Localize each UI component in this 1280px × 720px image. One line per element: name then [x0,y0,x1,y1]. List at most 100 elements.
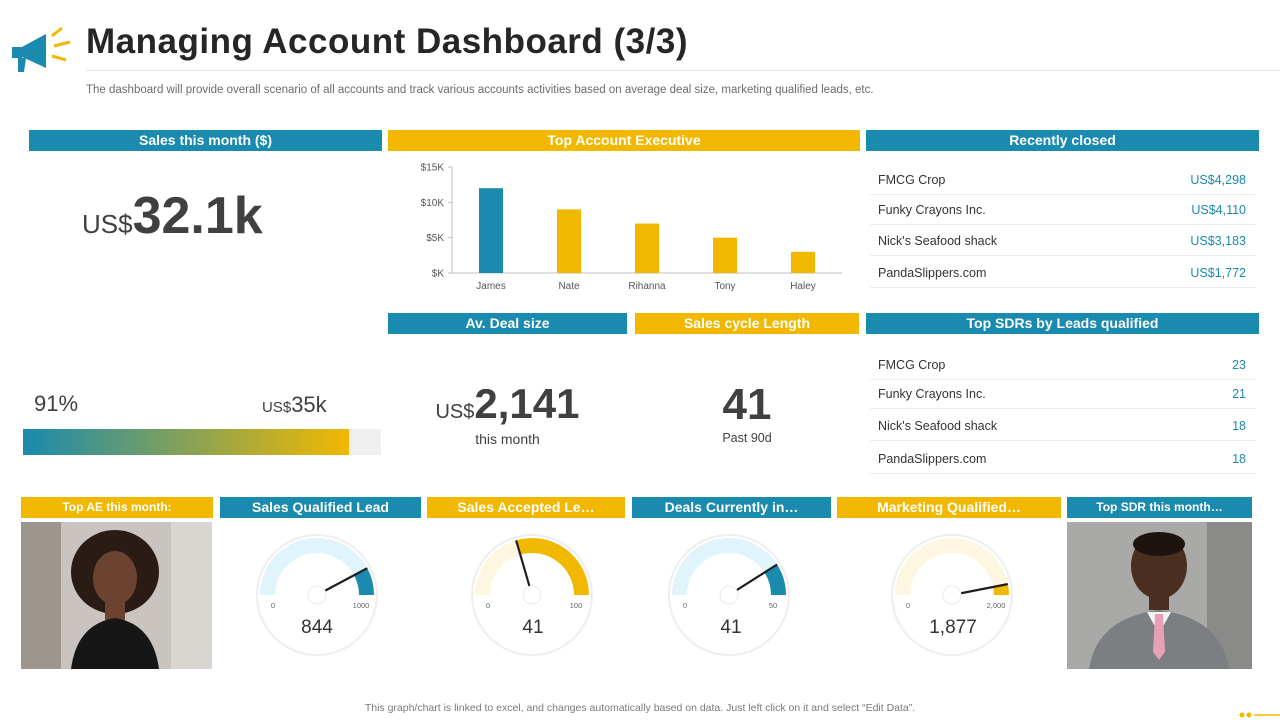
x-tick-label: Haley [790,281,816,292]
bar [635,223,659,273]
progress-fill [23,429,349,455]
gauge-fill [354,568,374,595]
deal-size-value: 2,141 [474,380,580,427]
gauge-header: Sales Accepted Le… [427,497,625,518]
megaphone-icon [12,26,71,72]
bar [479,188,503,273]
sdr-name: Funky Crayons Inc. [878,387,986,401]
gauge-max-label: 100 [570,601,583,610]
gauge-header: Deals Currently in… [632,497,831,518]
gauge-value: 41 [522,617,544,638]
list-item: Nick's Seafood shack US$3,183 [870,224,1256,256]
top-sdrs-header: Top SDRs by Leads qualified [866,313,1259,334]
gauge-max-label: 50 [769,601,777,610]
slide-corner-ornament [1239,712,1280,718]
gauge-hub [942,585,962,605]
list-item: FMCG Crop US$4,298 [870,163,1256,195]
top-ae-photo [21,522,212,669]
gauge-header: Marketing Qualified… [837,497,1061,518]
x-tick-label: James [476,281,505,292]
sales-cycle-value: 41 [722,380,772,429]
sales-month-value: 32.1k [132,187,263,245]
list-item: Funky Crayons Inc. US$4,110 [870,193,1256,225]
progress-target-unit: US$ [262,399,292,416]
deal-size-value-group: US$2,141 [388,380,627,428]
gauge-hub [522,585,542,605]
gauge-min-label: 0 [683,601,687,610]
sdr-name: FMCG Crop [878,358,946,372]
gauge-value: 1,877 [929,617,977,638]
top-sdr-month-header: Top SDR this month… [1067,497,1252,518]
x-tick-label: Rihanna [628,281,666,292]
gauge-header: Sales Qualified Lead [220,497,421,518]
account-name: PandaSlippers.com [878,266,987,280]
sales-qualified-lead-gauge: 0 1000 [256,534,378,656]
gauge-hub [307,585,327,605]
sales-accepted-lead-gauge: 0 100 [471,534,593,656]
list-item: PandaSlippers.com US$1,772 [870,256,1256,288]
deal-size-unit: US$ [435,401,475,423]
list-item: FMCG Crop 23 [870,348,1256,380]
gauge-value: 41 [720,617,742,638]
sales-cycle-caption: Past 90d [722,431,772,445]
sales-cycle-header: Sales cycle Length [635,313,859,334]
top-ae-month-header: Top AE this month: [21,497,213,518]
gauge-min-label: 0 [486,601,490,610]
bar [557,209,581,273]
y-tick-label: $15K [421,163,445,174]
y-tick-label: $K [432,269,445,280]
gauge-fill [764,564,786,595]
gauge-hub [719,585,739,605]
gauge-value: 844 [301,617,333,638]
title-divider [86,70,1280,71]
sdr-name: PandaSlippers.com [878,452,987,466]
account-name: FMCG Crop [878,173,946,187]
account-amount: US$3,183 [1190,234,1246,248]
gauge-max-label: 1000 [353,601,370,610]
progress-target: US$35k [262,392,327,418]
gauge-fill [516,538,589,595]
footer-note: This graph/chart is linked to excel, and… [364,702,916,714]
page-subtitle: The dashboard will provide overall scena… [86,84,874,96]
bar [713,237,737,273]
progress-target-value: 35k [291,392,327,417]
account-amount: US$4,298 [1190,173,1246,187]
top-sdr-photo [1067,522,1252,669]
sales-month-unit: US$ [82,209,133,239]
sales-month-value-group: US$32.1k [82,186,263,246]
list-item: Nick's Seafood shack 18 [870,409,1256,441]
progress-percent: 91% [34,391,79,416]
y-tick-label: $10K [421,198,445,209]
account-amount: US$1,772 [1190,266,1246,280]
sdr-name: Nick's Seafood shack [878,419,998,433]
page-title: Managing Account Dashboard (3/3) [86,22,688,61]
account-name: Funky Crayons Inc. [878,203,986,217]
account-amount: US$4,110 [1191,203,1246,217]
marketing-qualified-gauge: 0 2,000 [891,534,1013,656]
deals-current-gauge: 0 50 [668,534,790,656]
x-tick-label: Nate [558,281,580,292]
gauge-track [895,538,1009,595]
sdr-leads: 18 [1232,419,1246,433]
account-name: Nick's Seafood shack [878,234,998,248]
bar [791,251,815,273]
gauge-max-label: 2,000 [987,601,1006,610]
top-ae-bar-chart: $K $5K $10K $15K James Nate Rihanna Tony Haley [421,163,842,292]
top-ae-header: Top Account Executive [388,130,860,151]
recently-closed-header: Recently closed [866,130,1259,151]
deal-size-caption: this month [475,431,540,447]
sdr-leads: 23 [1232,358,1246,372]
list-item: Funky Crayons Inc. 21 [870,377,1256,409]
gauge-track [672,538,786,595]
x-tick-label: Tony [714,281,735,292]
sdr-leads: 18 [1232,452,1246,466]
list-item: PandaSlippers.com 18 [870,442,1256,474]
gauge-min-label: 0 [271,601,275,610]
progress-track [23,429,381,455]
sales-month-header: Sales this month ($) [29,130,382,151]
deal-size-header: Av. Deal size [388,313,627,334]
y-tick-label: $5K [426,233,444,244]
gauge-track [260,538,374,595]
gauge-min-label: 0 [906,601,910,610]
sdr-leads: 21 [1232,387,1246,401]
